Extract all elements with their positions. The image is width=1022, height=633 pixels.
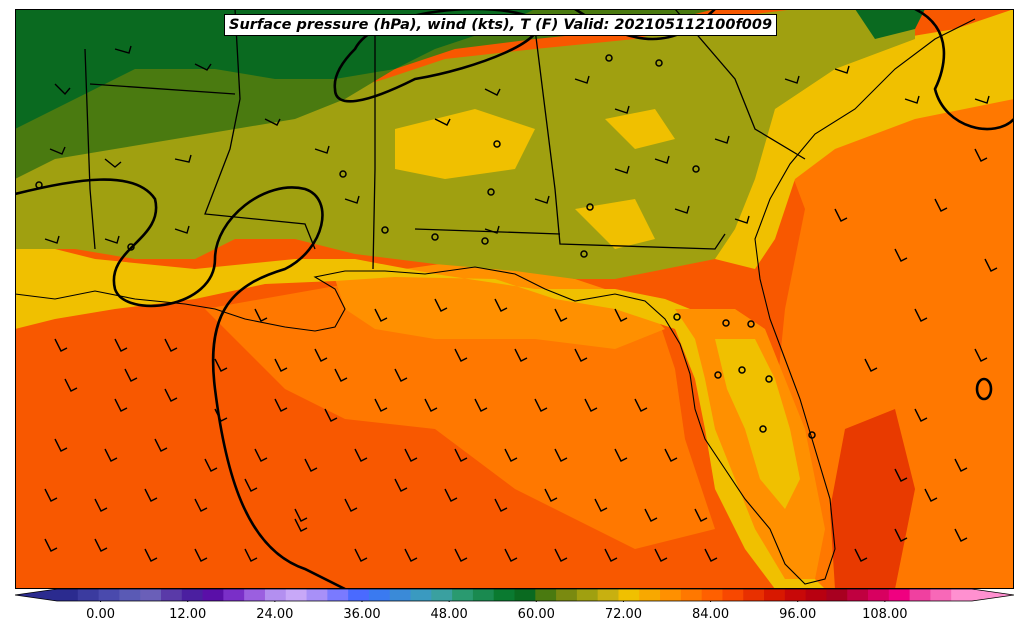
colorbar-tick-label: 108.00 bbox=[862, 607, 908, 622]
colorbar-swatch bbox=[327, 589, 349, 601]
colorbar-swatch bbox=[160, 589, 183, 601]
colorbar-swatch bbox=[722, 589, 744, 601]
temperature-fill-florida-inner bbox=[715, 339, 800, 509]
colorbar-swatch bbox=[597, 589, 620, 601]
colorbar-tick-label: 96.00 bbox=[779, 607, 817, 622]
coastline bbox=[15, 18, 976, 585]
colorbar-swatch bbox=[909, 589, 932, 601]
colorbar-swatch bbox=[181, 589, 204, 601]
colorbar-tick-label: 12.00 bbox=[169, 607, 207, 622]
colorbar-swatch bbox=[119, 589, 141, 601]
colorbar-swatch bbox=[368, 589, 391, 601]
colorbar-swatch bbox=[57, 589, 79, 601]
colorbar-swatch bbox=[680, 589, 703, 601]
state-boundaries bbox=[84, 9, 806, 270]
colorbar bbox=[15, 588, 1014, 602]
colorbar-swatch bbox=[576, 589, 599, 601]
map-panel bbox=[15, 9, 1014, 589]
colorbar-swatch bbox=[348, 589, 370, 601]
colorbar-tick-label: 48.00 bbox=[430, 607, 468, 622]
colorbar-swatch bbox=[98, 589, 120, 601]
colorbar-swatch bbox=[639, 589, 661, 601]
colorbar-tick-label: 84.00 bbox=[691, 607, 730, 622]
colorbar-swatch bbox=[410, 589, 432, 601]
colorbar-swatch bbox=[764, 589, 786, 601]
colorbar-swatch bbox=[306, 589, 328, 601]
map-canvas bbox=[15, 9, 1014, 589]
colorbar-tick-label: 60.00 bbox=[517, 607, 555, 622]
colorbar-swatch bbox=[452, 589, 474, 601]
temperature-fill-dark-green bbox=[15, 9, 535, 129]
colorbar-swatch bbox=[264, 589, 287, 601]
colorbar-swatch bbox=[805, 589, 828, 601]
colorbar-swatch bbox=[784, 589, 807, 601]
wind-barbs bbox=[44, 45, 998, 562]
colorbar-swatch bbox=[472, 589, 495, 601]
temperature-fill-dark-green-ne bbox=[855, 9, 925, 39]
colorbar-swatch bbox=[743, 589, 765, 601]
temperature-fill-gulf-north bbox=[205, 279, 715, 549]
colorbar-swatch bbox=[951, 589, 973, 601]
colorbar-swatch bbox=[493, 589, 516, 601]
colorbar-swatch bbox=[618, 589, 640, 601]
colorbar-swatch bbox=[77, 589, 100, 601]
colorbar-swatch bbox=[285, 589, 308, 601]
colorbar-swatch bbox=[389, 589, 412, 601]
colorbar-swatch bbox=[556, 589, 578, 601]
temperature-fill-gulf-coast bbox=[335, 259, 665, 349]
map-border bbox=[15, 9, 1014, 589]
colorbar-extend-max bbox=[972, 589, 1014, 601]
colorbar-swatch bbox=[888, 589, 911, 601]
pressure-contours bbox=[15, 9, 1014, 589]
colorbar-outline bbox=[15, 588, 1014, 602]
temperature-fill-yellow-patch bbox=[395, 109, 675, 249]
colorbar-extend-min bbox=[15, 589, 57, 601]
station-markers bbox=[35, 54, 816, 439]
colorbar-swatch bbox=[140, 589, 162, 601]
colorbar-swatch bbox=[868, 589, 890, 601]
colorbar-swatch bbox=[930, 589, 952, 601]
colorbar-swatch bbox=[244, 589, 266, 601]
colorbar-swatch bbox=[660, 589, 682, 601]
colorbar-tick-label: 36.00 bbox=[343, 607, 381, 622]
temperature-fill-atlantic bbox=[775, 89, 1014, 589]
colorbar-tick-label: 24.00 bbox=[256, 607, 294, 622]
colorbar-swatch bbox=[202, 589, 224, 601]
colorbar-swatch bbox=[223, 589, 245, 601]
map-title: Surface pressure (hPa), wind (kts), T (F… bbox=[224, 14, 778, 36]
colorbar-swatch bbox=[701, 589, 724, 601]
colorbar-swatch bbox=[431, 589, 453, 601]
colorbar-swatch bbox=[847, 589, 869, 601]
colorbar-swatch bbox=[535, 589, 557, 601]
colorbar-swatch bbox=[514, 589, 536, 601]
colorbar-tick-label: 0.00 bbox=[86, 607, 116, 622]
temperature-fill-warm-gulfstream bbox=[830, 409, 915, 589]
colorbar-swatch bbox=[826, 589, 848, 601]
colorbar-tick-label: 72.00 bbox=[604, 607, 643, 622]
